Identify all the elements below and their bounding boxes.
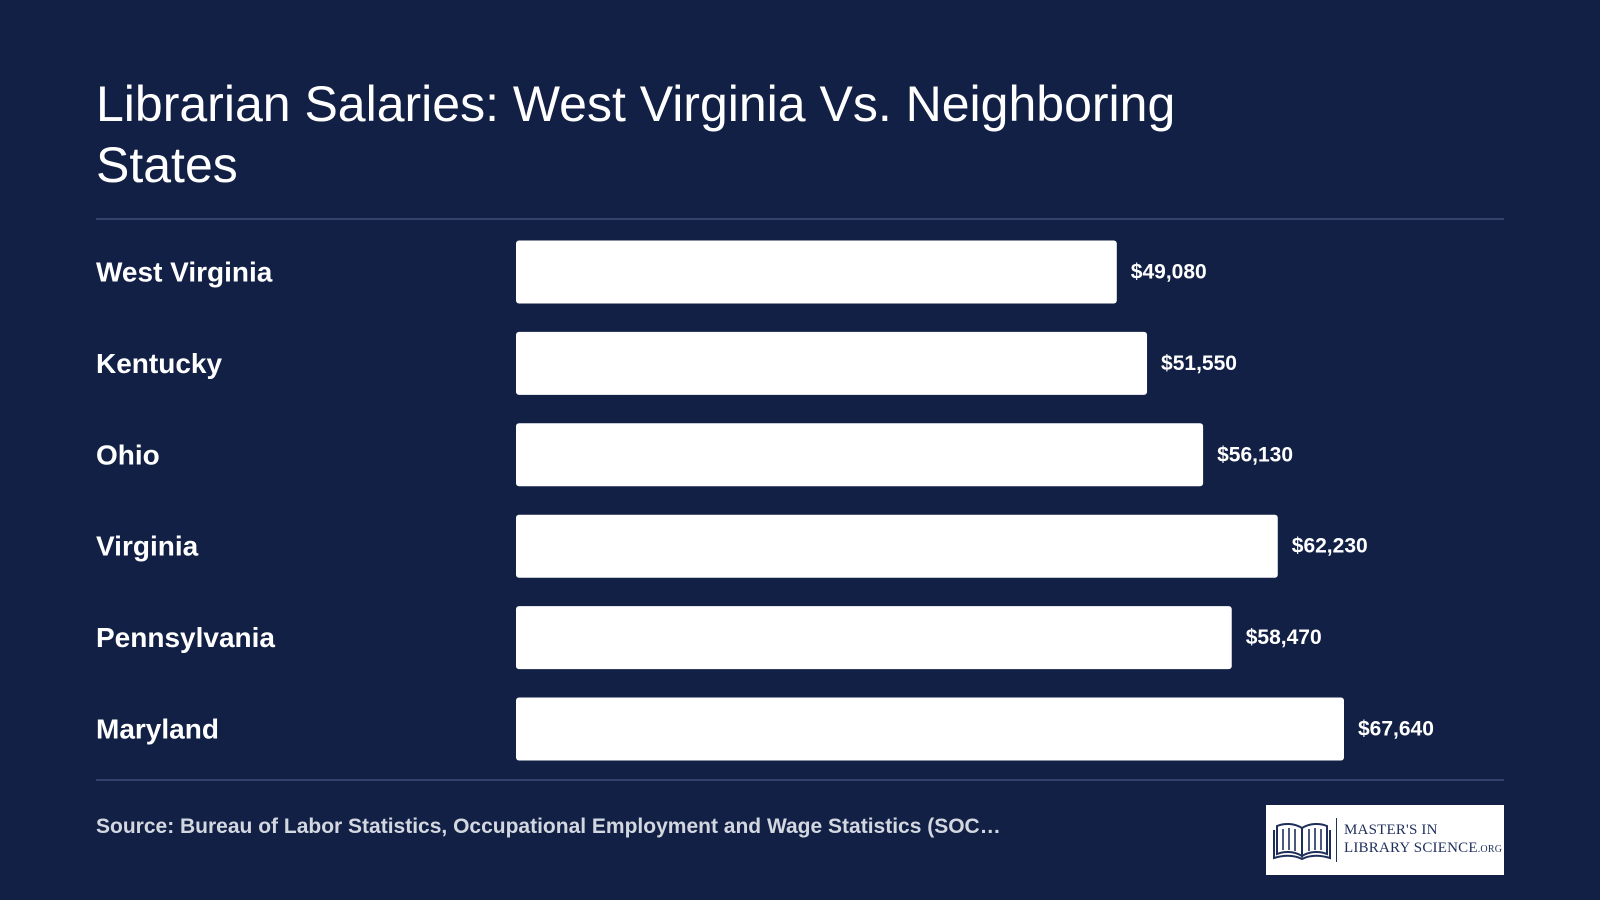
category-label: West Virginia: [96, 257, 273, 288]
logo-line-2-text: LIBRARY SCIENCE: [1344, 840, 1478, 856]
bar: [516, 514, 1278, 578]
source-note: Source: Bureau of Labor Statistics, Occu…: [96, 815, 1001, 838]
logo-line-2: LIBRARY SCIENCE.ORG: [1344, 839, 1502, 859]
category-label: Virginia: [96, 531, 199, 562]
value-label: $56,130: [1217, 443, 1293, 466]
category-label: Pennsylvania: [96, 622, 275, 653]
value-label: $67,640: [1358, 718, 1434, 741]
category-label: Kentucky: [96, 348, 222, 379]
open-book-icon: [1273, 822, 1331, 861]
value-label: $62,230: [1292, 535, 1368, 558]
bar: [516, 331, 1148, 395]
chart-title: Librarian Salaries: West Virginia Vs. Ne…: [96, 76, 1176, 193]
bar: [516, 606, 1232, 670]
top-divider: [96, 218, 1504, 220]
value-label: $51,550: [1161, 352, 1237, 375]
value-label: $58,470: [1246, 626, 1322, 649]
site-logo[interactable]: MASTER'S IN LIBRARY SCIENCE.ORG: [1266, 805, 1504, 875]
category-label: Ohio: [96, 439, 160, 470]
logo-suffix: .ORG: [1477, 844, 1503, 855]
bar: [516, 697, 1344, 761]
logo-line-1: MASTER'S IN: [1344, 822, 1438, 838]
category-label: Maryland: [96, 714, 219, 745]
bar: [516, 423, 1204, 487]
value-label: $49,080: [1131, 261, 1207, 284]
logo-wordmark: MASTER'S IN LIBRARY SCIENCE.ORG: [1344, 821, 1502, 859]
bar: [516, 240, 1117, 304]
logo-separator: [1336, 818, 1337, 862]
bottom-divider: [96, 779, 1504, 781]
